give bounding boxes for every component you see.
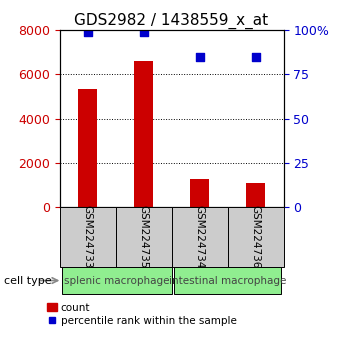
Bar (62, 267, 172, 294)
Bar (174, 267, 281, 294)
Title: GDS2982 / 1438559_x_at: GDS2982 / 1438559_x_at (75, 12, 268, 29)
Point (85, 29, 90, 35)
Bar (78, 89, 97, 207)
Point (197, 54, 202, 59)
Point (141, 29, 146, 35)
Text: GSM224733: GSM224733 (83, 205, 92, 269)
Bar (190, 179, 209, 207)
Text: intestinal macrophage: intestinal macrophage (169, 275, 286, 286)
Bar (134, 61, 153, 207)
Text: cell type: cell type (4, 275, 51, 286)
Legend: count, percentile rank within the sample: count, percentile rank within the sample (47, 303, 237, 326)
Text: splenic macrophage: splenic macrophage (64, 275, 170, 286)
Bar (60, 207, 116, 267)
Bar (116, 207, 172, 267)
Text: GSM224734: GSM224734 (195, 205, 204, 269)
Bar (172, 207, 228, 267)
Text: GSM224736: GSM224736 (251, 205, 260, 269)
Bar (246, 183, 265, 207)
Point (253, 54, 258, 59)
Text: GSM224735: GSM224735 (139, 205, 148, 269)
Bar (228, 207, 284, 267)
